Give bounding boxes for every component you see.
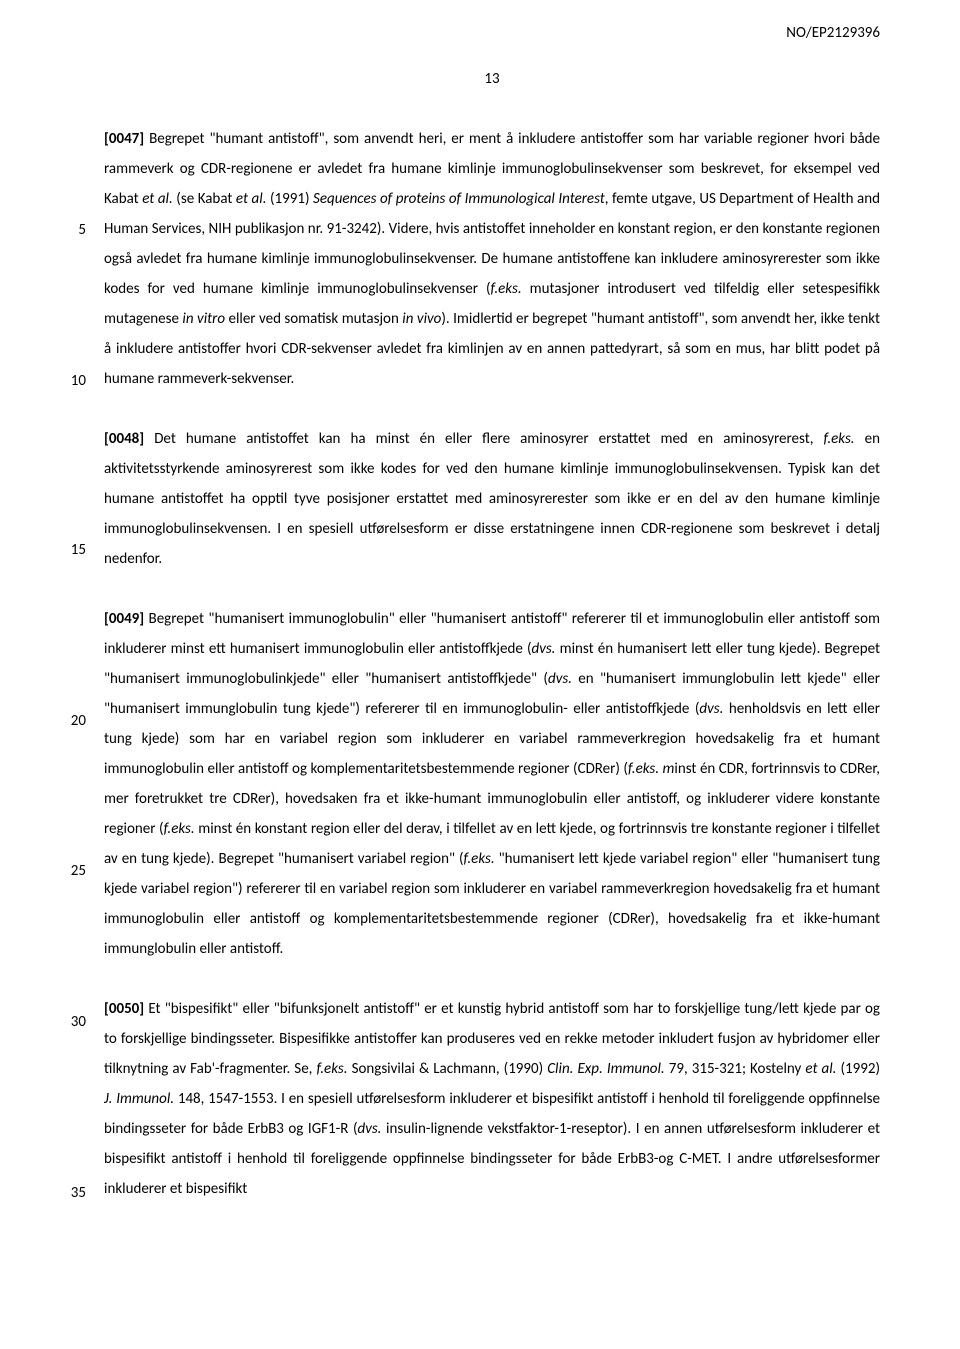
line-number-20: 20 xyxy=(56,712,86,730)
line-number-30: 30 xyxy=(56,1013,86,1031)
doc-id: NO/EP2129396 xyxy=(786,24,880,42)
line-number-25: 25 xyxy=(56,862,86,880)
para-num-0047: [0047] xyxy=(104,130,144,148)
para-num-0050: [0050] xyxy=(104,1000,144,1018)
paragraph-0048: [0048] Det humane antistoffet kan ha min… xyxy=(104,424,880,574)
paragraph-0049: [0049] Begrepet "humanisert immunoglobul… xyxy=(104,604,880,964)
line-number-10: 10 xyxy=(56,372,86,390)
line-number-5: 5 xyxy=(56,221,86,239)
paragraph-0050: [0050] Et "bispesifikt" eller "bifunksjo… xyxy=(104,994,880,1204)
paragraph-0047: [0047] Begrepet "humant antistoff", som … xyxy=(104,124,880,394)
page-number: 13 xyxy=(104,70,880,88)
line-number-35: 35 xyxy=(56,1184,86,1202)
para-num-0049: [0049] xyxy=(104,610,144,628)
para-num-0048: [0048] xyxy=(104,430,144,448)
document-header: NO/EP2129396 xyxy=(104,24,880,42)
line-number-15: 15 xyxy=(56,541,86,559)
